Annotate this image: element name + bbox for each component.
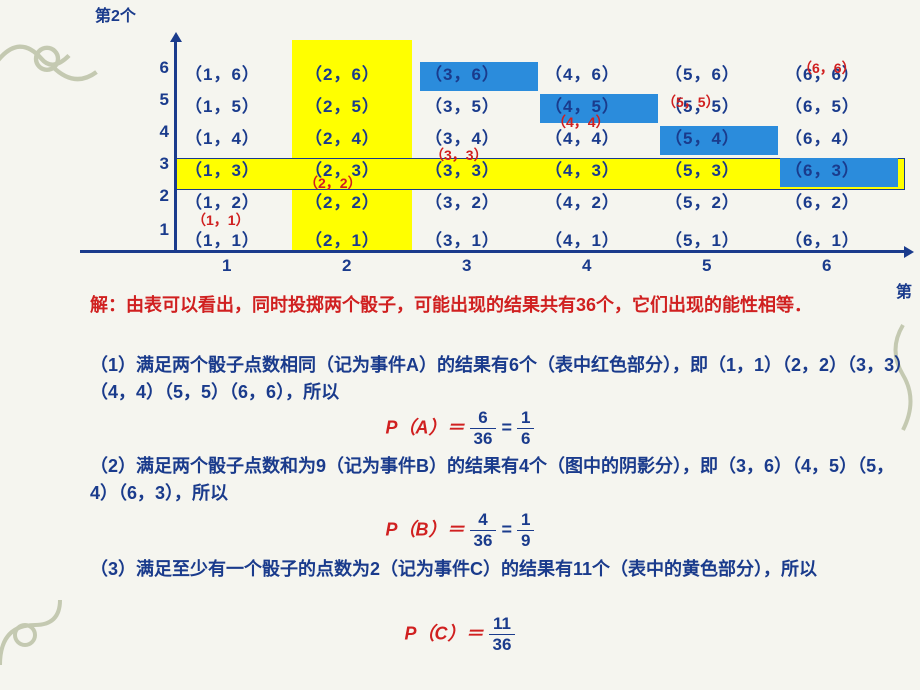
y-tick-4: 4 xyxy=(145,122,169,142)
cell-3-1: （3，1） xyxy=(425,226,500,251)
formula-a: P（A）＝ 636 = 16 xyxy=(0,408,920,449)
cell-4-1: （4，1） xyxy=(545,226,620,251)
x-tick-2: 2 xyxy=(342,256,351,276)
x-tick-1: 1 xyxy=(222,256,231,276)
cell-5-2: （5，2） xyxy=(665,188,740,213)
cell-3-6: （3，6） xyxy=(425,60,500,85)
cell-1-3: （1，3） xyxy=(185,156,260,181)
y-tick-2: 2 xyxy=(145,186,169,206)
solution-p3: （3）满足至少有一个骰子的点数为2（记为事件C）的结果有11个（表中的黄色部分）… xyxy=(90,559,817,579)
x-tick-3: 3 xyxy=(462,256,471,276)
formula-b: P（B）＝ 436 = 19 xyxy=(0,510,920,551)
solution-p2: （2）满足两个骰子点数和为9（记为事件B）的结果有4个（图中的阴影分），即（3，… xyxy=(90,456,894,503)
y-axis xyxy=(174,38,177,253)
cell-3-5: （3，5） xyxy=(425,92,500,117)
y-axis-label: 第2个 xyxy=(95,2,136,26)
cell-6-4: （6，4） xyxy=(785,124,860,149)
x-tick-4: 4 xyxy=(582,256,591,276)
cell-2-4: （2，4） xyxy=(305,124,380,149)
cell-3-2: （3，2） xyxy=(425,188,500,213)
x-tick-5: 5 xyxy=(702,256,711,276)
cell-2-5: （2，5） xyxy=(305,92,380,117)
diag-6-6: （6，6） xyxy=(798,58,856,78)
y-tick-5: 5 xyxy=(145,90,169,110)
cell-6-1: （6，1） xyxy=(785,226,860,251)
cell-1-5: （1，5） xyxy=(185,92,260,117)
y-tick-6: 6 xyxy=(145,58,169,78)
cell-4-3: （4，3） xyxy=(545,156,620,181)
cell-5-1: （5，1） xyxy=(665,226,740,251)
solution-intro: 解：由表可以看出，同时投掷两个骰子，可能出现的结果共有36个，它们出现的能性相等… xyxy=(90,295,812,315)
cell-2-1: （2，1） xyxy=(305,226,380,251)
cell-5-4: （5，4） xyxy=(665,124,740,149)
x-tick-6: 6 xyxy=(822,256,831,276)
y-tick-1: 1 xyxy=(145,220,169,240)
cell-6-3: （6，3） xyxy=(785,156,860,181)
cell-6-2: （6，2） xyxy=(785,188,860,213)
ornament-top-left xyxy=(0,28,102,99)
diag-4-4: （4，4） xyxy=(552,112,610,132)
cell-1-4: （1，4） xyxy=(185,124,260,149)
cell-1-6: （1，6） xyxy=(185,60,260,85)
diag-3-3: （3，3） xyxy=(430,145,488,165)
y-tick-3: 3 xyxy=(145,154,169,174)
cell-4-2: （4，2） xyxy=(545,188,620,213)
cell-2-6: （2，6） xyxy=(305,60,380,85)
cell-6-5: （6，5） xyxy=(785,92,860,117)
cell-5-3: （5，3） xyxy=(665,156,740,181)
solution-p1: （1）满足两个骰子点数相同（记为事件A）的结果有6个（表中红色部分），即（1，1… xyxy=(90,355,903,402)
diag-5-5: （5，5） xyxy=(662,92,720,112)
diag-2-2: （2，2） xyxy=(304,173,362,193)
cell-5-6: （5，6） xyxy=(665,60,740,85)
formula-c: P（C）＝ 1136 xyxy=(0,614,920,655)
cell-4-6: （4，6） xyxy=(545,60,620,85)
diag-1-1: （1，1） xyxy=(192,210,250,230)
